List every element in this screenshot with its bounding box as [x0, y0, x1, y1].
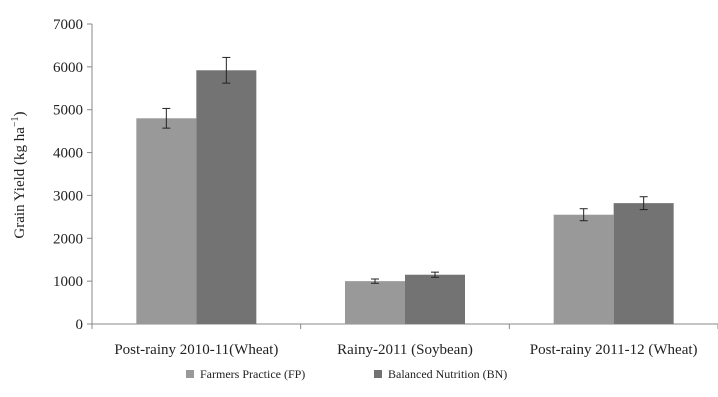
legend-label: Farmers Practice (FP) [200, 367, 305, 381]
bars [136, 70, 674, 325]
x-tick-label: Post-rainy 2010-11(Wheat) [114, 342, 278, 358]
bar [345, 281, 405, 324]
x-tick-label: Rainy-2011 (Soybean) [337, 342, 473, 358]
y-tick-label: 4000 [53, 146, 83, 162]
y-tick-label: 2000 [53, 231, 83, 247]
bar [405, 274, 465, 324]
bar [613, 203, 674, 324]
bar [553, 214, 614, 324]
y-tick-label: 1000 [53, 274, 83, 290]
bar [136, 118, 197, 325]
legend-label: Balanced Nutrition (BN) [388, 367, 507, 381]
bar [196, 70, 257, 325]
y-axis-title-main: Grain Yield (kg ha [12, 127, 28, 239]
y-axis: 0 1000 2000 3000 4000 5000 6000 7000 [53, 17, 93, 333]
y-tick-label: 7000 [53, 17, 83, 33]
legend-swatch [374, 370, 382, 378]
y-tick-label: 3000 [53, 188, 83, 204]
legend-swatch [186, 370, 194, 378]
legend: Farmers Practice (FP) Balanced Nutrition … [186, 367, 507, 381]
y-tick-label: 6000 [53, 60, 83, 76]
y-axis-title: Grain Yield (kg ha−1) [10, 111, 28, 238]
y-axis-title-end: ) [12, 111, 28, 116]
x-axis [91, 323, 718, 329]
y-axis-title-sup: −1 [10, 116, 21, 127]
y-tick-label: 5000 [53, 103, 83, 119]
category-labels: Post-rainy 2010-11(Wheat) Rainy-2011 (Soy… [114, 342, 697, 358]
x-tick-label: Post-rainy 2011-12 (Wheat) [530, 342, 698, 358]
y-tick-label: 0 [76, 317, 84, 333]
error-bars [162, 56, 648, 284]
